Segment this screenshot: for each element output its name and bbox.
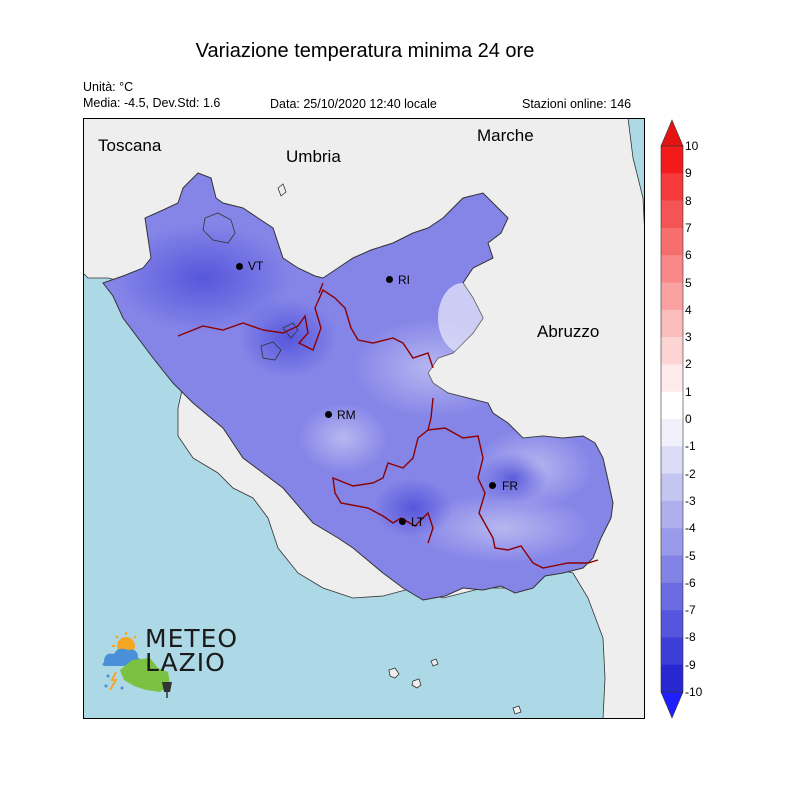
colorbar-tick-label: 0: [685, 412, 692, 426]
colorbar-tick-label: 4: [685, 302, 692, 317]
city-label-ri: RI: [398, 273, 410, 287]
stats-label: Media: -4.5, Dev.Std: 1.6: [83, 96, 221, 110]
lakes: [202, 183, 299, 361]
colorbar-tick-label: 7: [685, 220, 692, 235]
colorbar-segment: [661, 419, 683, 447]
colorbar-tick-label: -6: [685, 575, 696, 590]
chart-title: Variazione temperatura minima 24 ore: [195, 40, 535, 62]
colorbar-tick-label: -3: [685, 493, 696, 508]
province-borders: [177, 282, 599, 569]
colorbar-tick-label: 2: [685, 357, 692, 372]
colorbar-segment: [661, 255, 683, 283]
colorbar-tick-label: 1: [685, 384, 692, 399]
colorbar-segment: [661, 173, 683, 201]
colorbar-segment: [661, 391, 683, 420]
colorbar-tick-label: -5: [685, 548, 696, 563]
region-label-umbria: Umbria: [286, 147, 341, 166]
island-zannone: [430, 658, 439, 667]
colorbar-tick-label: -1: [685, 439, 696, 454]
colorbar-segment: [661, 200, 683, 229]
island-ventotene: [411, 678, 422, 689]
logo-text-meteo: METEO: [145, 624, 239, 653]
unit-label: Unità: °C: [83, 80, 134, 94]
colorbar-segment: [661, 446, 683, 474]
colorbar: [660, 119, 684, 719]
colorbar-tick-label: -8: [685, 630, 696, 645]
island-palmarola: [512, 705, 522, 715]
colorbar-tick-label: -4: [685, 521, 696, 536]
colorbar-segment: [661, 500, 683, 529]
city-dot-ri: [386, 276, 393, 283]
island-ponza: [388, 667, 400, 679]
region-label-abruzzo: Abruzzo: [537, 322, 600, 341]
colorbar-segment: [661, 664, 683, 693]
colorbar-segment: [661, 337, 683, 365]
stations-label: Stazioni online: 146: [522, 97, 632, 111]
city-dot-fr: [489, 482, 496, 489]
city-dot-vt: [236, 263, 243, 270]
lazio-map: [83, 118, 645, 719]
colorbar-segment: [661, 146, 683, 174]
colorbar-tick-label: -7: [685, 603, 696, 618]
colorbar-segment: [661, 555, 683, 584]
colorbar-segment: [661, 582, 683, 611]
date-label: Data: 25/10/2020 12:40 locale: [270, 97, 437, 111]
city-label-vt: VT: [248, 259, 264, 273]
city-dot-lt: [399, 518, 406, 525]
colorbar-segment: [661, 610, 683, 638]
colorbar-top-arrow: [660, 119, 684, 147]
colorbar-tick-label: 5: [685, 275, 692, 290]
colorbar-segment: [661, 528, 683, 556]
city-label-lt: LT: [411, 515, 425, 529]
city-label-rm: RM: [337, 408, 356, 422]
colorbar-segment: [661, 473, 683, 502]
colorbar-segment: [661, 309, 683, 338]
colorbar-tick-label: 3: [685, 330, 692, 345]
colorbar-tick-label: 8: [685, 193, 692, 208]
colorbar-segment: [661, 282, 683, 311]
colorbar-tick-label: 10: [685, 139, 699, 153]
logo-text-lazio: LAZIO: [145, 648, 226, 677]
colorbar-segment: [661, 364, 683, 392]
colorbar-segment: [661, 227, 683, 256]
colorbar-outline: [660, 145, 684, 693]
meteo-lazio-logo-icon: [102, 632, 172, 698]
colorbar-tick-label: -9: [685, 657, 696, 672]
colorbar-tick-label: 6: [685, 248, 692, 263]
region-label-toscana: Toscana: [98, 136, 162, 155]
colorbar-bottom-arrow: [660, 691, 684, 719]
colorbar-tick-label: -2: [685, 466, 696, 481]
region-label-marche: Marche: [477, 126, 534, 145]
colorbar-segment: [661, 637, 683, 665]
colorbar-tick-label: -10: [685, 685, 703, 699]
city-label-fr: FR: [502, 479, 518, 493]
city-dot-rm: [325, 411, 332, 418]
colorbar-tick-label: 9: [685, 166, 692, 181]
